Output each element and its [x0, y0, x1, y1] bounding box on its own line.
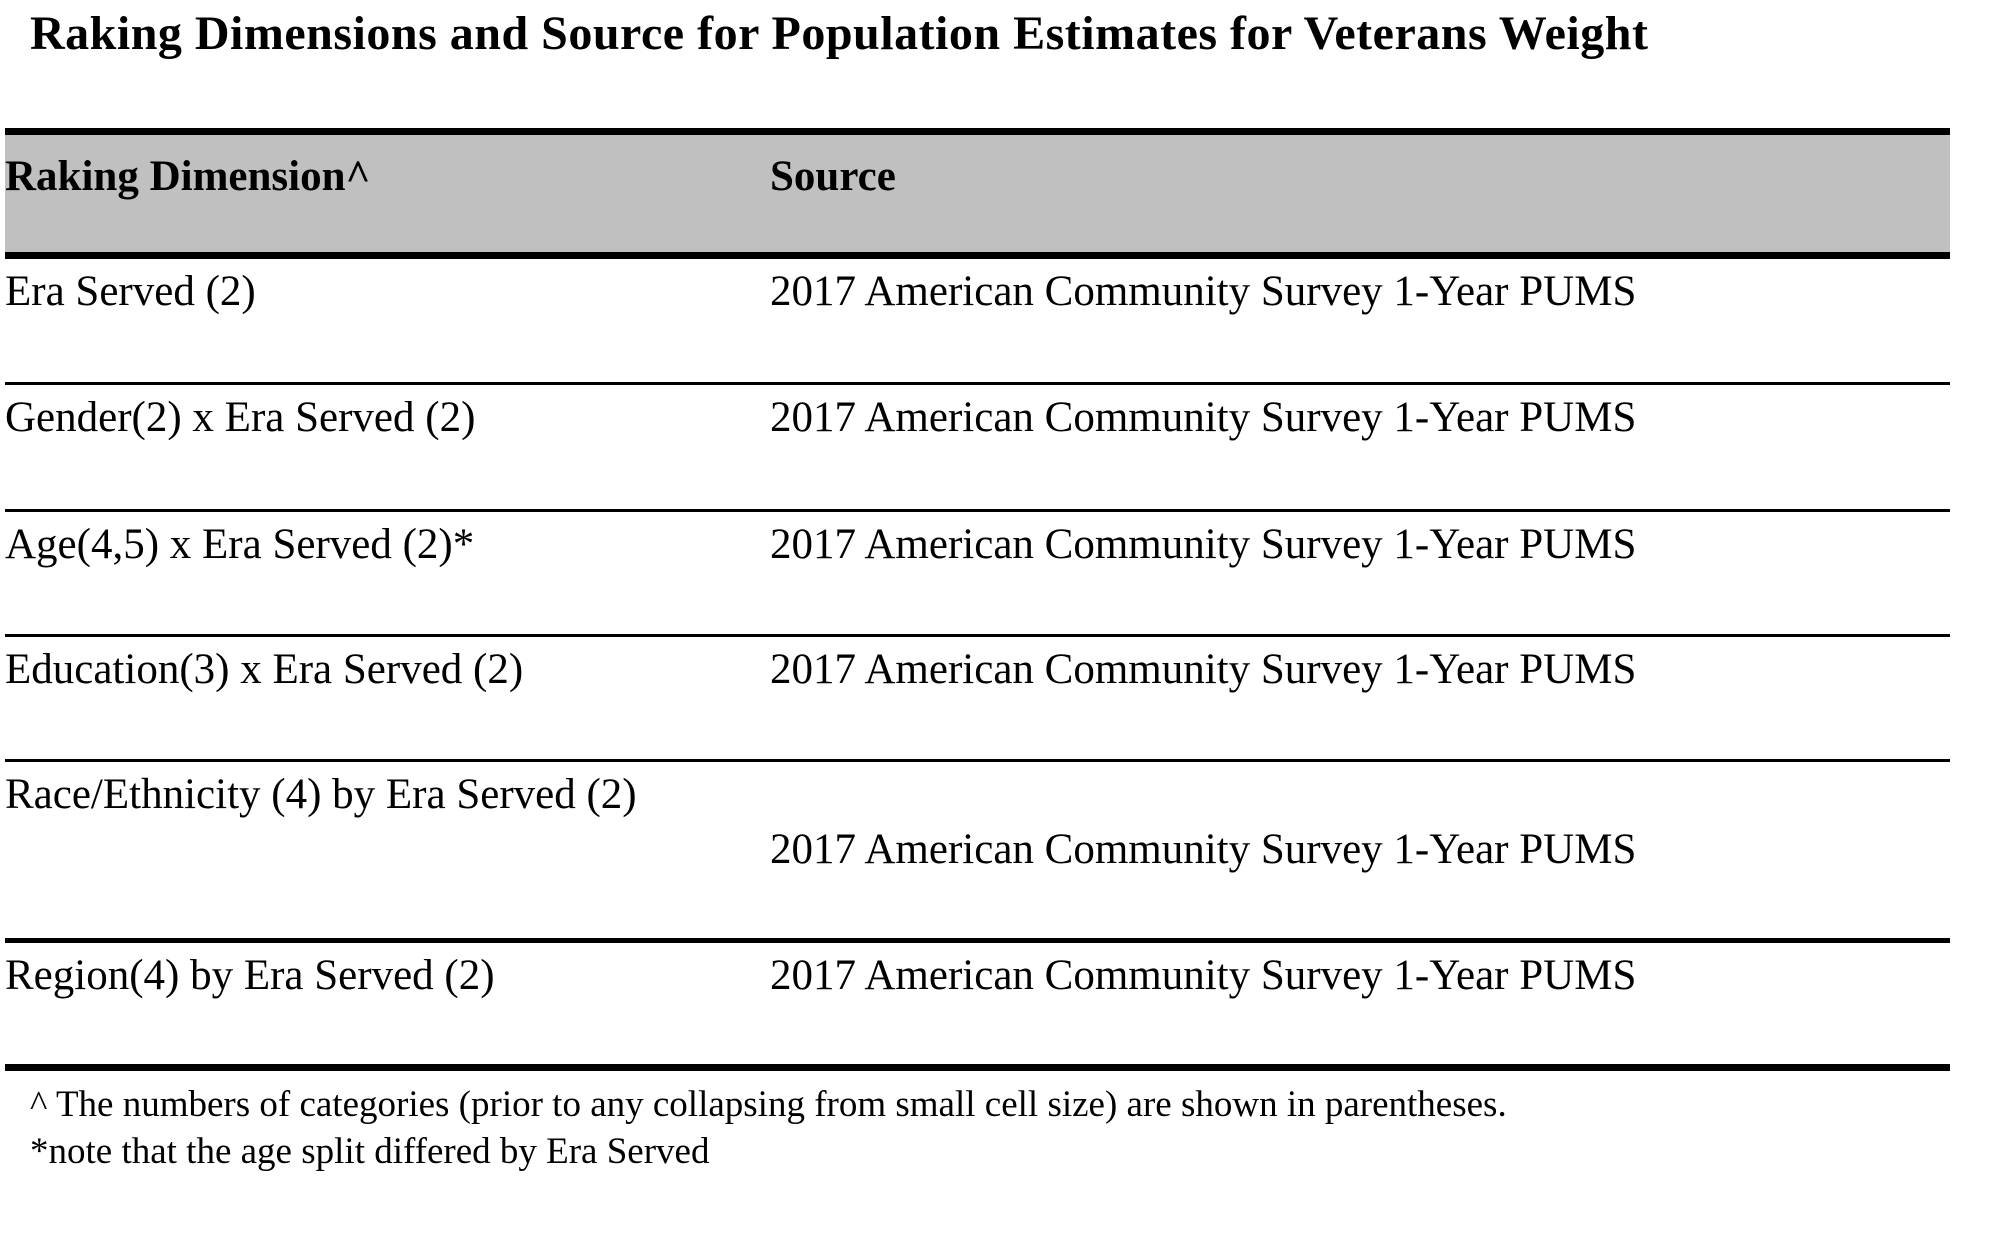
cell-source: 2017 American Community Survey 1-Year PU… — [770, 268, 1637, 315]
cell-source: 2017 American Community Survey 1-Year PU… — [770, 521, 1637, 568]
table-row-era-served: Era Served (2) 2017 American Community S… — [5, 256, 1950, 384]
footnotes: ^ The numbers of categories (prior to an… — [30, 1081, 2008, 1175]
page-title: Raking Dimensions and Source for Populat… — [30, 7, 1649, 60]
table-row-region-era: Region(4) by Era Served (2) 2017 America… — [5, 941, 1950, 1068]
raking-dimensions-table: Raking Dimension^ Source Era Served (2) … — [5, 128, 1950, 1071]
table-header-row: Raking Dimension^ Source — [5, 131, 1950, 256]
column-header-raking-dimension: Raking Dimension^ — [5, 153, 371, 200]
cell-raking-dimension: Education(3) x Era Served (2) — [5, 646, 524, 693]
cell-source: 2017 American Community Survey 1-Year PU… — [770, 646, 1637, 693]
cell-raking-dimension: Gender(2) x Era Served (2) — [5, 394, 476, 441]
table-row-race-ethnicity-era: Race/Ethnicity (4) by Era Served (2) 201… — [5, 761, 1950, 941]
table-row-gender-era: Gender(2) x Era Served (2) 2017 American… — [5, 384, 1950, 511]
footnote-categories-note: ^ The numbers of categories (prior to an… — [30, 1084, 1507, 1125]
cell-raking-dimension: Race/Ethnicity (4) by Era Served (2) — [5, 771, 637, 818]
cell-source: 2017 American Community Survey 1-Year PU… — [770, 394, 1637, 441]
cell-source: 2017 American Community Survey 1-Year PU… — [770, 952, 1637, 999]
table-row-education-era: Education(3) x Era Served (2) 2017 Ameri… — [5, 636, 1950, 761]
table-row-age-era: Age(4,5) x Era Served (2)* 2017 American… — [5, 511, 1950, 636]
cell-raking-dimension: Region(4) by Era Served (2) — [5, 952, 495, 999]
cell-raking-dimension: Era Served (2) — [5, 268, 256, 315]
cell-raking-dimension: Age(4,5) x Era Served (2)* — [5, 521, 475, 568]
column-header-source: Source — [770, 153, 896, 200]
footnote-age-split-note: *note that the age split differed by Era… — [30, 1131, 710, 1172]
cell-source: 2017 American Community Survey 1-Year PU… — [770, 826, 1637, 873]
